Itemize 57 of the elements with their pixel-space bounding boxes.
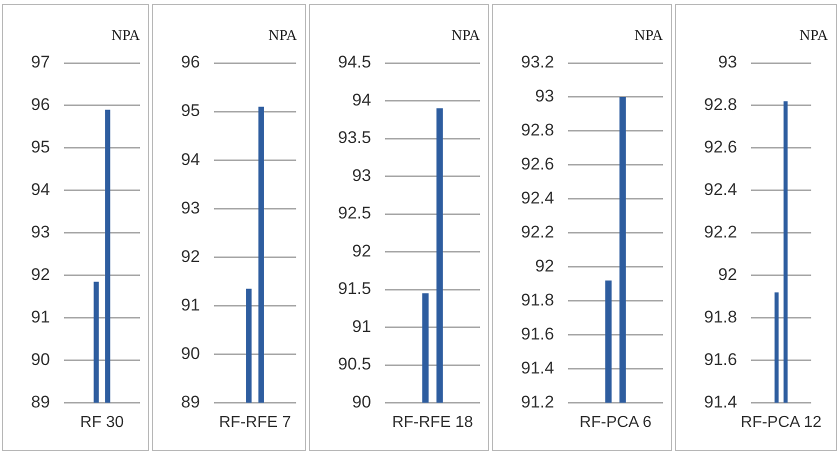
- y-tick-label: 92.8: [520, 120, 554, 140]
- chart-title: NPA: [634, 28, 664, 44]
- y-tick-label: 91.4: [520, 358, 554, 378]
- chart-title: NPA: [451, 28, 480, 44]
- y-tick-label: 91.6: [520, 324, 554, 344]
- y-tick-label: 91: [352, 316, 372, 336]
- x-tick-label: RF-PCA 6: [580, 414, 652, 431]
- y-tick-label: 91.8: [704, 308, 738, 327]
- y-tick-label: 94.5: [338, 52, 372, 72]
- y-tick-label: 93: [352, 166, 372, 185]
- y-tick-label: 91.5: [338, 279, 372, 298]
- y-tick-label: 91: [30, 308, 50, 327]
- y-tick-label: 92: [180, 246, 200, 266]
- y-tick-label: 89: [30, 392, 50, 412]
- y-tick-label: 90: [180, 344, 200, 363]
- x-tick-label: RF-RFE 7: [219, 414, 292, 431]
- y-tick-label: 92.4: [704, 180, 738, 200]
- y-tick-label: 92.8: [704, 95, 738, 114]
- y-tick-label: 91.4: [704, 392, 738, 412]
- y-tick-label: 92: [718, 265, 738, 284]
- y-tick-label: 90: [30, 350, 50, 370]
- y-tick-label: 92: [30, 265, 50, 284]
- y-tick-label: 91.2: [520, 392, 554, 412]
- y-tick-label: 94: [180, 150, 200, 169]
- y-tick-label: 96: [180, 52, 200, 72]
- y-tick-label: 89: [180, 392, 200, 412]
- y-tick-label: 93: [718, 52, 738, 72]
- y-tick-label: 92.2: [704, 222, 738, 242]
- x-tick-label: RF-PCA 12: [740, 414, 822, 431]
- y-tick-label: 95: [30, 138, 50, 157]
- y-tick-label: 90: [352, 392, 372, 412]
- y-tick-label: 94: [352, 90, 372, 110]
- y-tick-label: 92.5: [338, 204, 372, 223]
- x-tick-label: RF-RFE 18: [392, 414, 474, 431]
- y-tick-label: 92.4: [520, 188, 554, 208]
- chart-title: NPA: [799, 28, 828, 44]
- y-tick-label: 95: [180, 101, 200, 120]
- y-tick-label: 93: [535, 86, 554, 106]
- y-tick-label: 96: [30, 95, 50, 114]
- y-tick-label: 93: [30, 222, 50, 242]
- x-tick-label: RF 30: [80, 414, 124, 431]
- y-tick-label: 91.6: [704, 350, 738, 370]
- y-tick-label: 93.2: [520, 52, 554, 72]
- y-tick-label: 93: [180, 198, 200, 218]
- y-tick-label: 92: [535, 256, 554, 276]
- y-tick-label: 94: [30, 180, 50, 200]
- y-tick-label: 92.6: [704, 138, 738, 157]
- y-tick-label: 90.5: [338, 354, 372, 374]
- y-tick-label: 91: [180, 295, 200, 314]
- y-tick-label: 97: [30, 52, 50, 72]
- y-tick-label: 93.5: [338, 128, 372, 148]
- y-tick-label: 92: [352, 241, 372, 260]
- chart-title: NPA: [111, 28, 140, 44]
- y-tick-label: 91.8: [520, 290, 554, 310]
- y-tick-label: 92.6: [520, 154, 554, 174]
- y-tick-label: 92.2: [520, 222, 554, 242]
- chart-title: NPA: [268, 28, 298, 44]
